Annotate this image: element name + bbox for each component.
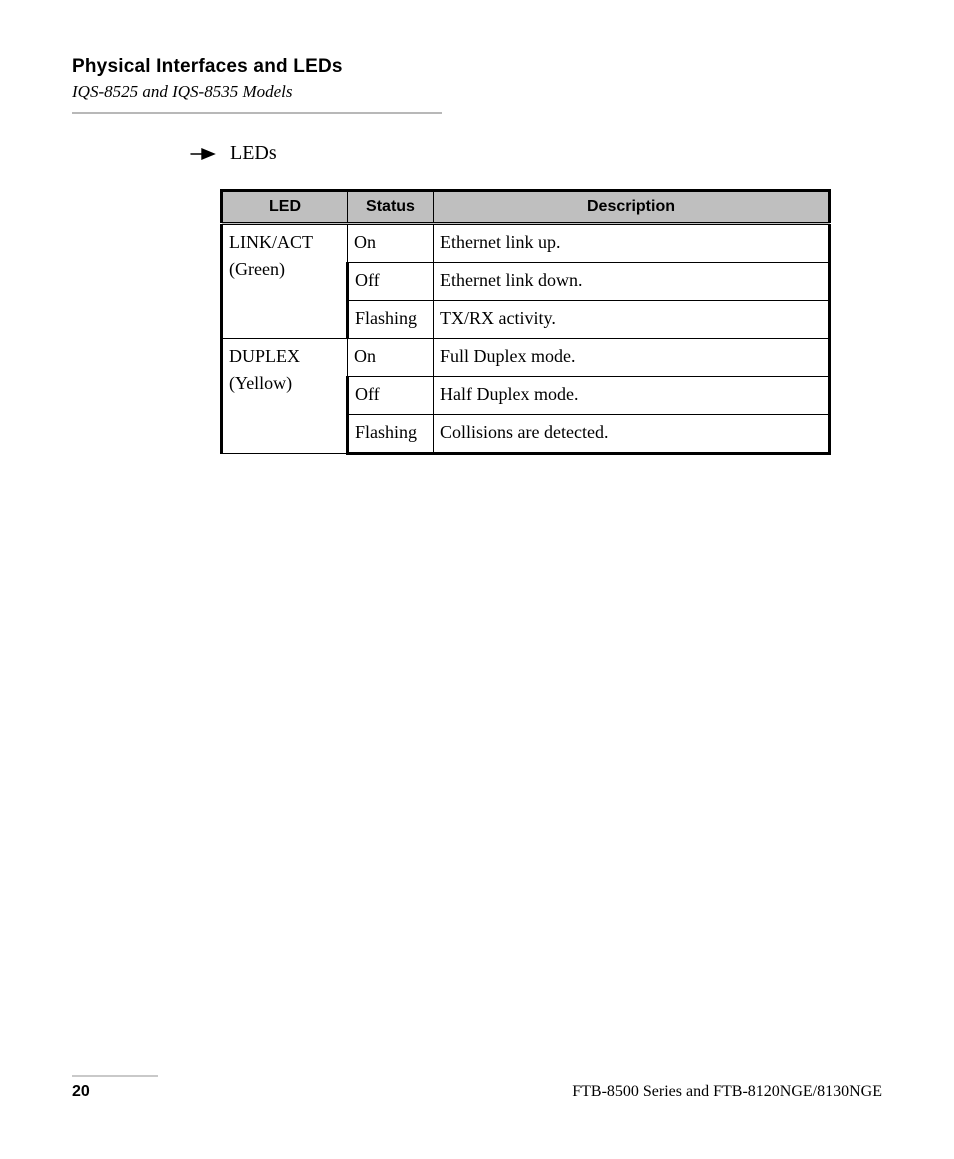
cell-desc: Half Duplex mode. (434, 377, 830, 415)
bullet-label: LEDs (230, 142, 277, 165)
section-title: Physical Interfaces and LEDs (72, 56, 882, 78)
led-name-line: (Green) (229, 259, 285, 279)
page-number: 20 (72, 1083, 90, 1101)
cell-status: On (348, 339, 434, 377)
col-header-status: Status (348, 191, 434, 224)
cell-status: Off (348, 263, 434, 301)
header-rule (72, 112, 442, 114)
arrow-right-icon (190, 147, 216, 161)
cell-desc: TX/RX activity. (434, 301, 830, 339)
cell-desc: Ethernet link up. (434, 224, 830, 263)
led-name-line: LINK/ACT (229, 232, 313, 252)
cell-status: Flashing (348, 301, 434, 339)
cell-status: On (348, 224, 434, 263)
led-table: LED Status Description LINK/ACT (Green) … (220, 189, 831, 455)
section-subtitle: IQS-8525 and IQS-8535 Models (72, 82, 882, 102)
footer-row: 20 FTB-8500 Series and FTB-8120NGE/8130N… (72, 1083, 882, 1101)
page: Physical Interfaces and LEDs IQS-8525 an… (0, 0, 954, 1159)
table-row: DUPLEX (Yellow) On Full Duplex mode. (222, 339, 830, 377)
cell-desc: Ethernet link down. (434, 263, 830, 301)
table-row: LINK/ACT (Green) On Ethernet link up. (222, 224, 830, 263)
col-header-led: LED (222, 191, 348, 224)
col-header-desc: Description (434, 191, 830, 224)
cell-desc: Full Duplex mode. (434, 339, 830, 377)
cell-desc: Collisions are detected. (434, 415, 830, 454)
page-footer: 20 FTB-8500 Series and FTB-8120NGE/8130N… (72, 1075, 882, 1101)
cell-led: LINK/ACT (Green) (222, 224, 348, 339)
footer-rule (72, 1075, 158, 1077)
cell-status: Off (348, 377, 434, 415)
cell-led: DUPLEX (Yellow) (222, 339, 348, 454)
bullet-item: LEDs (190, 142, 882, 165)
led-name-line: (Yellow) (229, 373, 292, 393)
led-name-line: DUPLEX (229, 346, 300, 366)
footer-doc-title: FTB-8500 Series and FTB-8120NGE/8130NGE (572, 1083, 882, 1101)
cell-status: Flashing (348, 415, 434, 454)
table-header-row: LED Status Description (222, 191, 830, 224)
